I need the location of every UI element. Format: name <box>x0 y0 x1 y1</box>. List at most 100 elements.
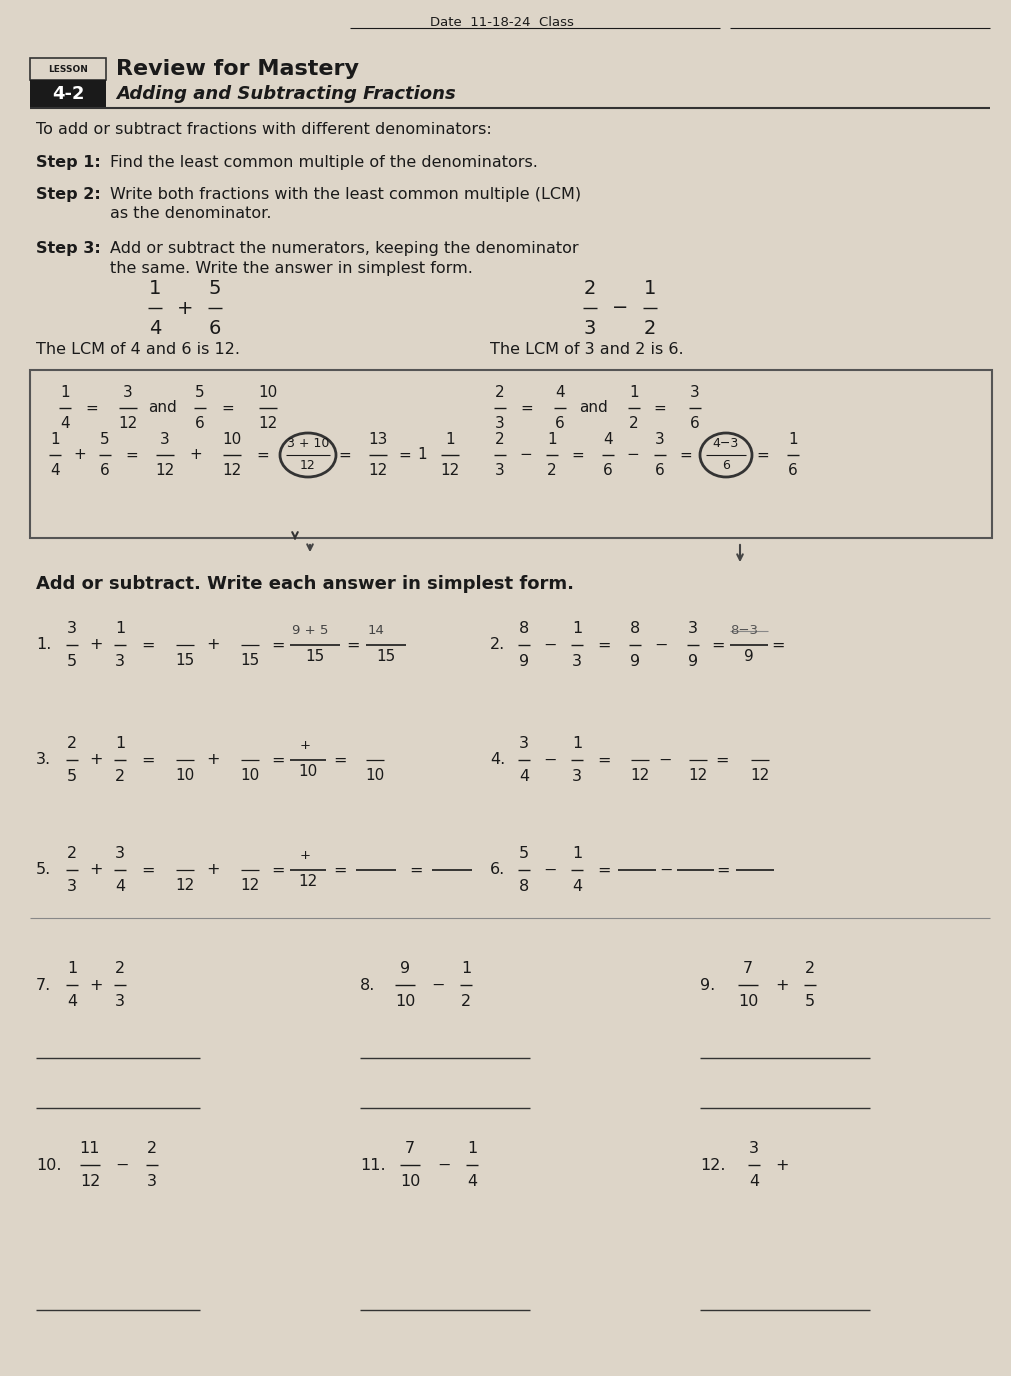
Text: Find the least common multiple of the denominators.: Find the least common multiple of the de… <box>110 154 537 169</box>
Text: 1: 1 <box>115 736 125 751</box>
Text: 10: 10 <box>298 765 317 779</box>
Text: Step 3:: Step 3: <box>36 241 101 256</box>
Text: 4: 4 <box>571 879 581 893</box>
Text: 2: 2 <box>643 318 655 337</box>
Text: +: + <box>89 637 103 652</box>
Text: 12: 12 <box>156 464 175 479</box>
Text: 10: 10 <box>399 1174 420 1189</box>
Text: 6: 6 <box>654 464 664 479</box>
Text: 3: 3 <box>67 622 77 636</box>
Text: 4.: 4. <box>489 753 504 768</box>
Text: 1.: 1. <box>36 637 52 652</box>
Text: 15: 15 <box>376 649 395 665</box>
Text: 3: 3 <box>115 993 125 1009</box>
Text: 8.: 8. <box>360 977 375 992</box>
Text: 8−3: 8−3 <box>729 625 757 637</box>
Text: +: + <box>89 863 103 878</box>
Text: 10: 10 <box>737 993 757 1009</box>
Text: 6: 6 <box>100 464 110 479</box>
Text: 7.: 7. <box>36 977 52 992</box>
Text: The LCM of 3 and 2 is 6.: The LCM of 3 and 2 is 6. <box>489 343 683 358</box>
Text: 1: 1 <box>629 385 638 400</box>
Text: −: − <box>437 1157 450 1172</box>
Text: 4: 4 <box>466 1174 476 1189</box>
Text: 2: 2 <box>67 846 77 861</box>
Text: =: = <box>571 447 583 462</box>
Text: +: + <box>774 1157 788 1172</box>
Text: 10: 10 <box>241 768 260 783</box>
Text: =: = <box>596 863 611 878</box>
Text: 12: 12 <box>175 878 194 893</box>
Text: as the denominator.: as the denominator. <box>110 206 271 222</box>
Text: 2.: 2. <box>489 637 504 652</box>
Text: To add or subtract fractions with different denominators:: To add or subtract fractions with differ… <box>36 122 491 138</box>
Text: −: − <box>543 863 556 878</box>
Text: 5: 5 <box>100 432 110 447</box>
Text: 6: 6 <box>722 460 729 472</box>
Text: 9: 9 <box>743 649 753 665</box>
Text: 2: 2 <box>494 432 504 447</box>
Text: 10: 10 <box>258 385 277 400</box>
Text: 5: 5 <box>208 278 221 297</box>
Text: 1: 1 <box>67 962 77 977</box>
Text: 12: 12 <box>300 460 315 472</box>
Text: 1: 1 <box>788 432 797 447</box>
Text: 11: 11 <box>80 1141 100 1156</box>
Text: Review for Mastery: Review for Mastery <box>116 59 359 78</box>
Text: 8: 8 <box>629 622 640 636</box>
Text: 4: 4 <box>149 318 161 337</box>
Text: =: = <box>271 863 284 878</box>
Text: 7: 7 <box>742 962 752 977</box>
Text: 6: 6 <box>603 464 613 479</box>
Text: =: = <box>715 753 728 768</box>
Text: =: = <box>756 447 768 462</box>
Text: +: + <box>177 299 193 318</box>
Text: 12.: 12. <box>700 1157 725 1172</box>
Text: =: = <box>408 863 423 878</box>
Text: +: + <box>206 753 219 768</box>
Text: 9: 9 <box>629 654 639 669</box>
Text: 5: 5 <box>804 993 814 1009</box>
Text: the same. Write the answer in simplest form.: the same. Write the answer in simplest f… <box>110 260 472 275</box>
Text: −: − <box>658 863 672 878</box>
Text: =: = <box>125 447 139 462</box>
Text: =: = <box>339 447 351 462</box>
Text: 5: 5 <box>519 846 529 861</box>
Text: Step 1:: Step 1: <box>36 154 101 169</box>
Text: 1: 1 <box>115 622 125 636</box>
Text: Add or subtract the numerators, keeping the denominator: Add or subtract the numerators, keeping … <box>110 241 578 256</box>
Text: =: = <box>653 400 665 416</box>
Text: 12: 12 <box>222 464 242 479</box>
Text: 3: 3 <box>115 654 125 669</box>
Text: =: = <box>142 863 155 878</box>
Text: 2: 2 <box>67 736 77 751</box>
Text: 5.: 5. <box>36 863 52 878</box>
Text: 3.: 3. <box>36 753 52 768</box>
Text: 9: 9 <box>687 654 698 669</box>
Text: 3: 3 <box>748 1141 758 1156</box>
Text: +: + <box>89 977 103 992</box>
Text: 6: 6 <box>555 417 564 431</box>
Text: =: = <box>520 400 533 416</box>
Text: =: = <box>221 400 235 416</box>
Text: 15: 15 <box>241 654 260 669</box>
Text: 3: 3 <box>571 769 581 783</box>
Text: −: − <box>543 753 556 768</box>
Text: 1: 1 <box>571 846 581 861</box>
Text: 9 + 5: 9 + 5 <box>292 625 328 637</box>
Text: 1: 1 <box>445 432 454 447</box>
Text: 3: 3 <box>571 654 581 669</box>
Bar <box>30 80 106 107</box>
Text: +: + <box>206 863 219 878</box>
Text: 9: 9 <box>399 962 409 977</box>
Text: 1: 1 <box>547 432 556 447</box>
Text: 13: 13 <box>368 432 387 447</box>
Text: +: + <box>299 739 310 753</box>
Text: 12: 12 <box>258 417 277 431</box>
Text: 2: 2 <box>147 1141 157 1156</box>
Text: +: + <box>774 977 788 992</box>
Text: 3 + 10: 3 + 10 <box>286 438 329 450</box>
Text: 3: 3 <box>123 385 132 400</box>
Text: 10: 10 <box>175 768 194 783</box>
Text: =: = <box>398 447 410 462</box>
